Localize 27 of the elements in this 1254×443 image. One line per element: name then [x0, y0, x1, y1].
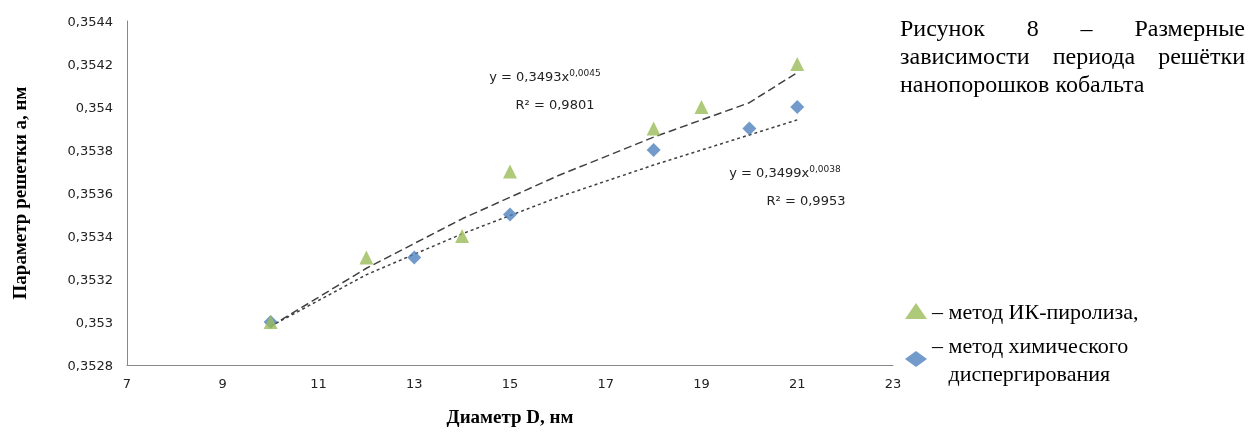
y-tick-label: 0,3536: [67, 185, 113, 201]
text: Рисунок 8 – Размерные зависимости периода решётки нанопорошков кобальта: [900, 14, 1245, 98]
x-tick-label: 19: [693, 376, 710, 391]
x-tick-label: 11: [310, 376, 327, 391]
x-axis-title: Диаметр D, нм: [446, 406, 574, 427]
x-tick-label: 9: [218, 376, 227, 391]
x-tick-label: 23: [884, 376, 902, 391]
y-tick-label: 0,3534: [67, 228, 113, 244]
x-tick-label: 21: [788, 376, 806, 391]
x-tick-label: 15: [501, 376, 519, 391]
legend-label: – метод химического диспергирования: [931, 332, 1129, 386]
annotation: y = 0,3499x$^{0,0038}$: [729, 163, 841, 181]
y-axis-title: Параметр решетки a, нм: [9, 86, 30, 300]
annotation: R² = 0,9801: [515, 96, 595, 112]
annotation: y = 0,3493x$^{0,0045}$: [489, 67, 601, 85]
y-tick-label: 0,3528: [67, 357, 113, 373]
x-tick-label: 13: [405, 376, 423, 391]
y-tick-label: 0,3532: [67, 271, 113, 287]
x-tick-label: 7: [122, 376, 132, 391]
annotation: R² = 0,9953: [766, 192, 846, 208]
y-tick-label: 0,354: [75, 99, 113, 115]
y-tick-label: 0,3542: [67, 56, 113, 72]
x-tick-label: 17: [597, 376, 615, 391]
y-tick-label: 0,353: [75, 314, 113, 330]
y-tick-label: 0,3544: [67, 13, 113, 29]
y-tick-label: 0,3538: [67, 142, 113, 158]
legend-label: – метод ИК-пиролиза,: [931, 298, 1139, 324]
